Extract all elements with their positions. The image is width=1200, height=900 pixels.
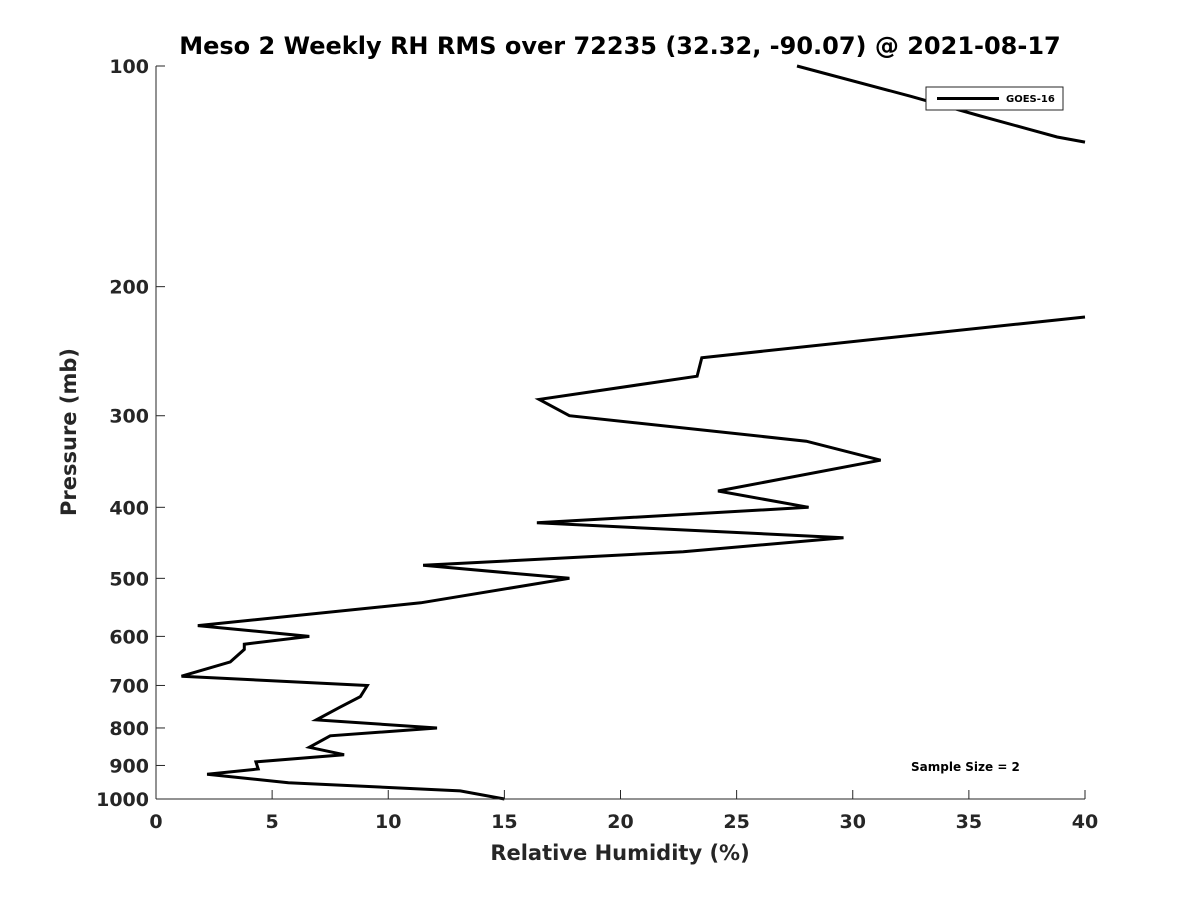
y-tick-label: 900 bbox=[109, 755, 149, 777]
x-tick-label: 30 bbox=[840, 811, 866, 833]
legend: GOES-16 bbox=[925, 86, 1064, 111]
x-tick-label: 0 bbox=[149, 811, 162, 833]
sample-size-annotation: Sample Size = 2 bbox=[911, 760, 1020, 774]
x-tick-label: 40 bbox=[1072, 811, 1098, 833]
x-tick-label: 25 bbox=[723, 811, 749, 833]
x-tick-label: 20 bbox=[607, 811, 633, 833]
y-tick-label: 100 bbox=[109, 56, 149, 78]
legend-label-goes-16: GOES-16 bbox=[1006, 94, 1055, 105]
y-tick-label: 700 bbox=[109, 675, 149, 697]
y-tick-label: 400 bbox=[109, 497, 149, 519]
y-tick-label: 500 bbox=[109, 568, 149, 590]
series-line-1 bbox=[796, 64, 1086, 144]
series-line-0 bbox=[181, 315, 1086, 801]
y-tick-label: 1000 bbox=[96, 789, 149, 811]
series-layer bbox=[181, 64, 1086, 801]
x-tick-label: 10 bbox=[375, 811, 401, 833]
chart-title: Meso 2 Weekly RH RMS over 72235 (32.32, … bbox=[179, 32, 1061, 60]
x-axis-label: Relative Humidity (%) bbox=[490, 841, 749, 865]
axis-ticks: 0 5 10 15 20 25 30 35 40 100 200 300 400 500 600 700 800… bbox=[96, 56, 1098, 833]
x-tick-label: 15 bbox=[491, 811, 517, 833]
x-tick-label: 5 bbox=[266, 811, 279, 833]
y-tick-label: 200 bbox=[109, 277, 149, 299]
y-tick-label: 600 bbox=[109, 626, 149, 648]
x-tick-label: 35 bbox=[956, 811, 982, 833]
y-tick-label: 300 bbox=[109, 406, 149, 428]
y-axis-label: Pressure (mb) bbox=[57, 348, 81, 516]
y-tick-label: 800 bbox=[109, 718, 149, 740]
